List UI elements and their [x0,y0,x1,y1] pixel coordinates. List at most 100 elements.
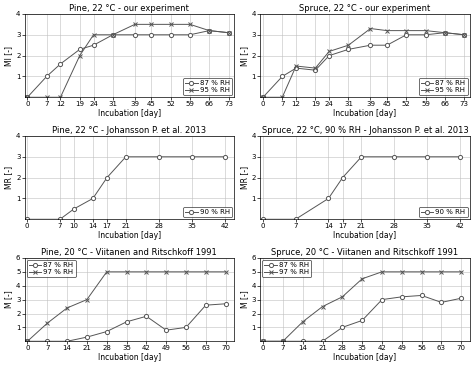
87 % RH [368,43,374,47]
87 % RH [187,33,193,37]
90 % RH [123,154,128,159]
95 % RH [226,30,231,35]
95 % RH [91,33,96,37]
97 % RH [183,270,189,274]
87 % RH [384,43,390,47]
97 % RH [104,270,109,274]
Line: 97 % RH: 97 % RH [25,269,228,344]
90 % RH [340,175,346,180]
95 % RH [346,43,351,47]
97 % RH [84,298,90,302]
97 % RH [144,270,149,274]
87 % RH [260,339,266,343]
Line: 90 % RH: 90 % RH [261,155,463,221]
Y-axis label: M [-]: M [-] [240,291,249,309]
Y-axis label: MI [-]: MI [-] [240,46,249,66]
95 % RH [293,64,299,68]
87 % RH [44,74,49,79]
87 % RH [223,302,228,306]
87 % RH [203,303,209,307]
Y-axis label: M [-]: M [-] [4,291,13,309]
87 % RH [25,95,30,100]
97 % RH [280,339,286,343]
87 % RH [280,339,286,343]
87 % RH [144,314,149,318]
X-axis label: Incubation [day]: Incubation [day] [333,353,397,362]
95 % RH [207,29,212,33]
Line: 87 % RH: 87 % RH [25,302,228,343]
87 % RH [64,339,70,343]
87 % RH [207,29,212,33]
87 % RH [168,33,173,37]
87 % RH [260,95,266,100]
87 % RH [58,62,64,66]
Legend: 87 % RH, 95 % RH: 87 % RH, 95 % RH [183,78,232,95]
87 % RH [300,339,306,343]
95 % RH [132,22,138,27]
87 % RH [379,298,385,302]
87 % RH [359,318,365,323]
95 % RH [44,95,49,100]
X-axis label: Incubation [day]: Incubation [day] [98,109,161,118]
90 % RH [425,154,430,159]
95 % RH [148,22,154,27]
87 % RH [132,33,138,37]
87 % RH [326,53,332,58]
Line: 90 % RH: 90 % RH [25,155,227,221]
87 % RH [84,335,90,339]
90 % RH [359,154,365,159]
90 % RH [222,154,228,159]
97 % RH [64,306,70,310]
95 % RH [280,95,285,100]
Title: Pine, 20 °C - Viitanen and Ritschkoff 1991: Pine, 20 °C - Viitanen and Ritschkoff 19… [42,248,217,257]
95 % RH [77,53,82,58]
95 % RH [423,29,428,33]
87 % RH [339,325,345,330]
90 % RH [292,217,298,221]
87 % RH [183,325,189,330]
97 % RH [419,270,424,274]
Y-axis label: MI [-]: MI [-] [4,46,13,66]
90 % RH [189,154,195,159]
Line: 95 % RH: 95 % RH [261,26,466,100]
90 % RH [326,196,331,201]
97 % RH [339,295,345,299]
95 % RH [58,95,64,100]
97 % RH [438,270,444,274]
X-axis label: Incubation [day]: Incubation [day] [333,109,397,118]
97 % RH [45,321,50,325]
95 % RH [368,26,374,31]
X-axis label: Incubation [day]: Incubation [day] [333,231,397,240]
Line: 95 % RH: 95 % RH [25,22,231,100]
95 % RH [312,66,318,70]
87 % RH [293,66,299,70]
95 % RH [442,30,448,35]
90 % RH [156,154,162,159]
87 % RH [104,329,109,334]
87 % RH [312,68,318,72]
Legend: 87 % RH, 97 % RH: 87 % RH, 97 % RH [27,260,75,277]
87 % RH [164,328,169,332]
X-axis label: Incubation [day]: Incubation [day] [98,353,161,362]
97 % RH [359,277,365,281]
Line: 87 % RH: 87 % RH [25,29,231,99]
97 % RH [203,270,209,274]
87 % RH [280,74,285,79]
87 % RH [110,33,116,37]
Line: 87 % RH: 87 % RH [261,31,466,99]
87 % RH [419,293,424,298]
87 % RH [399,295,405,299]
Legend: 90 % RH: 90 % RH [419,207,468,217]
97 % RH [164,270,169,274]
Title: Pine, 22 °C - our experiment: Pine, 22 °C - our experiment [69,4,189,13]
Line: 87 % RH: 87 % RH [261,294,463,343]
90 % RH [104,175,110,180]
97 % RH [260,339,266,343]
87 % RH [403,33,409,37]
87 % RH [77,47,82,52]
X-axis label: Incubation [day]: Incubation [day] [98,231,161,240]
95 % RH [187,22,193,27]
97 % RH [124,270,129,274]
Y-axis label: MR [-]: MR [-] [4,166,13,189]
90 % RH [260,217,265,221]
